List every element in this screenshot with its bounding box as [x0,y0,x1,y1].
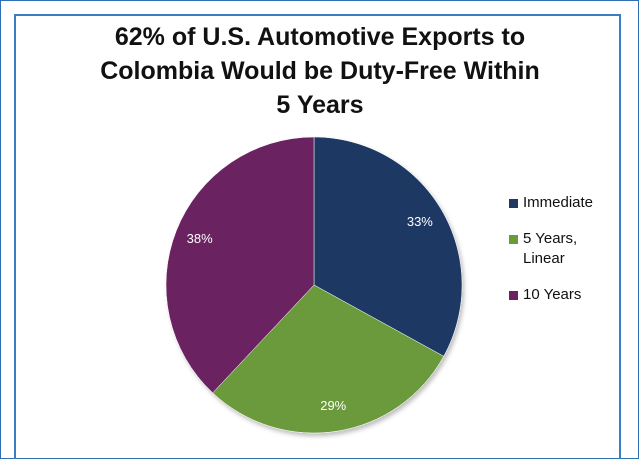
legend-item-5-years-linear: 5 Years, Linear [509,229,629,269]
pie-data-labels: 33% 29% 38% [187,214,434,413]
data-label-5-years-linear: 29% [320,398,346,413]
chart-title-line-2: Colombia Would be Duty-Free Within [100,57,540,85]
pie-slices [165,136,463,434]
pie-slice-immediate [313,136,463,357]
legend-label-5-years-linear: 5 Years, Linear [523,230,578,267]
data-label-immediate: 33% [407,214,433,229]
legend-swatch-10-years [509,291,518,300]
chart-title-line-1: 62% of U.S. Automotive Exports to [114,23,526,51]
data-label-10-years: 38% [187,231,213,246]
legend-label-immediate: Immediate [523,194,594,211]
chart-title: 62% of U.S. Automotive Exports to Colomb… [40,20,600,122]
legend-label-10-years: 10 Years [523,286,582,303]
legend-swatch-5-years-linear [509,235,518,244]
legend-item-immediate: Immediate [509,193,629,213]
pie-slice-10-years [165,136,315,394]
chart-title-line-3: 5 Years [276,91,364,119]
legend-item-10-years: 10 Years [509,285,629,305]
legend: Immediate 5 Years, Linear 10 Years [509,193,629,321]
pie-slice-5-years-linear [212,284,445,434]
chart-area-border [14,14,621,459]
legend-swatch-immediate [509,199,518,208]
